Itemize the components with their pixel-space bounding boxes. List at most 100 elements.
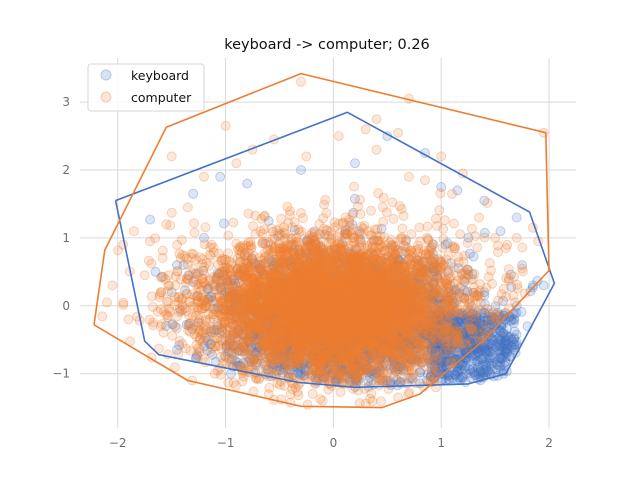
data-point — [498, 351, 509, 361]
data-point — [294, 324, 305, 335]
data-point — [374, 322, 385, 333]
data-point — [486, 335, 497, 346]
data-point — [491, 364, 502, 375]
data-point — [189, 218, 200, 229]
data-point — [490, 353, 501, 364]
data-point — [301, 341, 312, 352]
data-point — [427, 239, 438, 250]
data-point — [457, 327, 468, 338]
data-point — [259, 291, 270, 302]
data-point — [274, 314, 285, 324]
data-point — [409, 278, 420, 289]
data-point — [263, 298, 273, 308]
data-point — [418, 266, 429, 277]
data-point — [437, 338, 448, 349]
data-point — [388, 330, 399, 341]
data-point — [352, 300, 363, 311]
data-point — [329, 314, 340, 325]
data-point — [472, 356, 483, 367]
data-point — [407, 339, 417, 350]
data-point — [328, 348, 339, 359]
data-point — [482, 198, 493, 208]
data-point — [433, 347, 444, 358]
data-point — [486, 360, 497, 371]
data-point — [487, 349, 497, 360]
data-point — [226, 368, 236, 379]
data-point — [358, 312, 369, 323]
data-point — [315, 324, 326, 335]
data-point — [407, 304, 418, 315]
data-point — [365, 280, 376, 291]
data-point — [435, 293, 445, 303]
data-point — [357, 296, 368, 307]
data-point — [97, 311, 108, 322]
data-point — [279, 318, 289, 329]
data-point — [428, 317, 439, 328]
data-point — [291, 289, 302, 300]
data-point — [418, 317, 429, 328]
data-point — [341, 259, 352, 270]
data-point — [297, 308, 307, 319]
data-point — [301, 308, 312, 319]
data-point — [350, 158, 360, 169]
data-point — [342, 329, 353, 340]
data-point — [349, 337, 360, 348]
data-point — [474, 326, 485, 337]
data-point — [327, 289, 338, 300]
data-point — [434, 332, 445, 343]
data-point — [335, 336, 346, 347]
data-point — [218, 218, 229, 229]
data-point — [371, 303, 382, 314]
data-point — [336, 287, 347, 298]
data-point — [380, 352, 391, 363]
data-point — [422, 303, 433, 314]
data-point — [368, 305, 379, 316]
data-point — [291, 322, 302, 333]
data-point — [393, 255, 404, 266]
data-point — [336, 310, 347, 321]
data-point — [419, 265, 430, 276]
data-point — [291, 320, 302, 331]
data-point — [365, 328, 376, 339]
data-point — [427, 297, 438, 307]
data-point — [292, 263, 302, 274]
data-point — [465, 338, 476, 349]
data-point — [344, 374, 355, 385]
data-point — [467, 323, 478, 334]
data-point — [237, 308, 248, 319]
data-point — [223, 230, 234, 241]
data-point — [447, 373, 458, 384]
data-point — [309, 316, 320, 327]
data-point — [414, 278, 425, 289]
data-point — [215, 171, 226, 182]
data-point — [373, 277, 383, 288]
data-point — [405, 373, 416, 384]
data-point — [429, 352, 440, 362]
data-point — [342, 285, 352, 295]
data-point — [304, 303, 315, 314]
data-point — [376, 349, 386, 360]
data-point — [470, 369, 481, 380]
data-point — [399, 279, 410, 290]
data-point — [368, 321, 379, 332]
data-point — [145, 214, 156, 225]
data-point — [371, 366, 382, 377]
data-point — [310, 316, 321, 327]
data-point — [290, 318, 301, 329]
data-point — [300, 329, 311, 340]
data-point — [310, 287, 321, 298]
data-point — [430, 319, 441, 330]
data-point — [456, 314, 466, 324]
data-point — [302, 329, 313, 340]
data-point — [437, 299, 448, 310]
data-point — [484, 339, 495, 350]
data-point — [448, 316, 459, 327]
data-point — [347, 354, 358, 365]
data-point — [422, 325, 433, 336]
data-point — [209, 304, 220, 314]
data-point — [266, 358, 277, 369]
data-point — [348, 308, 359, 319]
data-point — [339, 285, 350, 295]
data-point — [315, 314, 326, 325]
data-point — [288, 295, 298, 306]
